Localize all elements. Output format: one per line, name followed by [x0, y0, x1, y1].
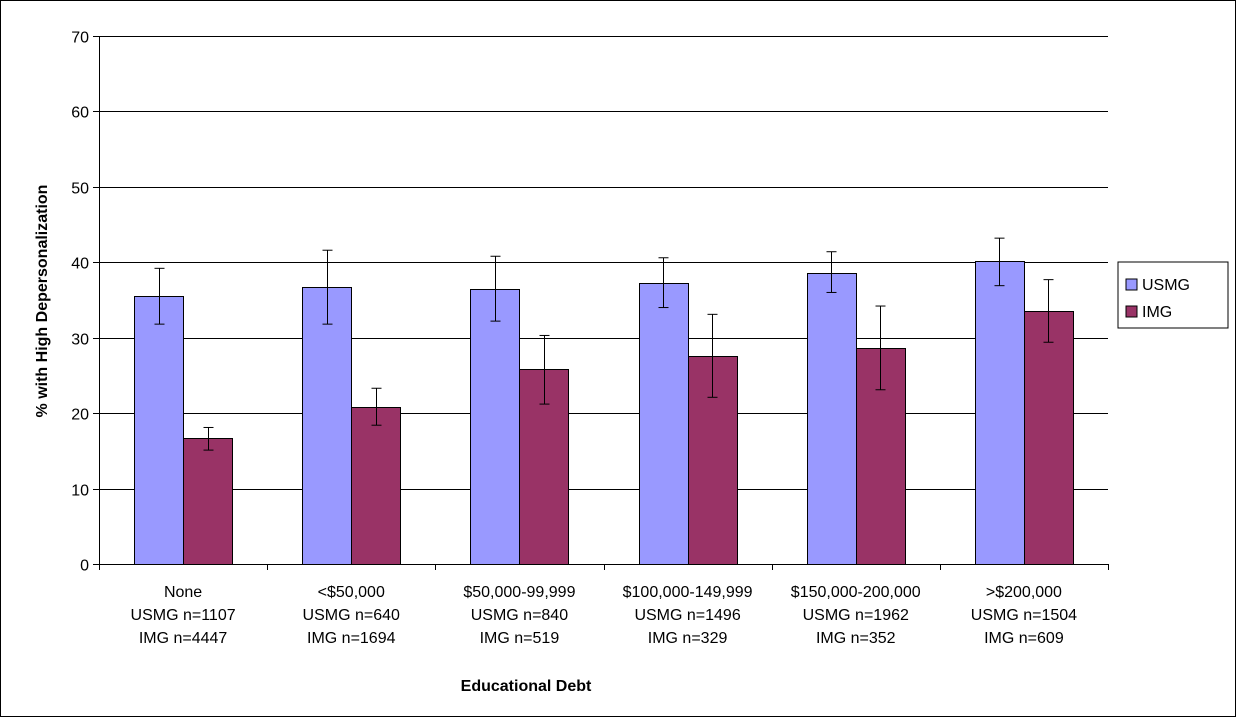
gridlines	[99, 36, 1108, 490]
x-category-label: USMG n=1504	[971, 607, 1077, 624]
legend-swatch-usmg	[1125, 278, 1138, 291]
x-category-label: IMG n=352	[816, 630, 896, 647]
x-category-label: $50,000-99,999	[463, 584, 575, 601]
bar-usmg-2	[470, 289, 520, 565]
y-tick-label: 60	[71, 105, 89, 122]
bar-usmg-1	[302, 287, 352, 565]
x-category-labels: None USMG n=1107 IMG n=4447 <$50,000 USMG n=…	[131, 584, 1078, 647]
x-category-label: None	[164, 584, 202, 601]
bar-img-0	[183, 438, 233, 565]
x-category-label: IMG n=609	[984, 630, 1064, 647]
y-tick-label: 30	[71, 332, 89, 349]
x-category-label: IMG n=1694	[307, 630, 396, 647]
bar-usmg-3	[639, 283, 689, 565]
y-tick-label: 0	[80, 558, 89, 575]
x-category-label: $100,000-149,999	[623, 584, 753, 601]
x-category-label: IMG n=4447	[139, 630, 228, 647]
x-category-label: USMG n=1496	[634, 607, 740, 624]
x-category-label: USMG n=840	[471, 607, 568, 624]
bar-usmg-4	[807, 273, 857, 565]
bar-usmg-5	[975, 261, 1025, 565]
bar-usmg-0	[134, 296, 184, 565]
legend-label-usmg: USMG	[1142, 277, 1190, 294]
y-axis-title: % with High Depersonalization	[34, 185, 51, 418]
legend-box	[1117, 261, 1229, 329]
y-tick-label: 70	[71, 30, 89, 47]
y-tick-label: 20	[71, 407, 89, 424]
error-bars	[154, 237, 1054, 451]
bar-img-5	[1024, 311, 1074, 565]
x-category-label: USMG n=1962	[803, 607, 909, 624]
x-axis-title: Educational Debt	[461, 678, 592, 695]
bar-img-1	[351, 407, 401, 565]
bars	[134, 261, 1074, 565]
legend-label-img: IMG	[1142, 304, 1172, 321]
axes	[93, 36, 1109, 570]
x-category-label: <$50,000	[318, 584, 385, 601]
y-tick-label: 10	[71, 483, 89, 500]
legend-swatch-img	[1125, 305, 1138, 318]
x-category-label: USMG n=640	[303, 607, 400, 624]
y-tick-labels: 0 10 20 30 40 50 60 70	[71, 30, 89, 575]
legend: USMG IMG	[1117, 261, 1229, 329]
x-category-label: $150,000-200,000	[791, 584, 921, 601]
x-category-label: USMG n=1107	[131, 607, 236, 624]
y-tick-label: 40	[71, 256, 89, 273]
y-tick-label: 50	[71, 181, 89, 198]
x-category-label: IMG n=329	[648, 630, 728, 647]
x-category-label: IMG n=519	[480, 630, 560, 647]
x-category-label: >$200,000	[986, 584, 1062, 601]
